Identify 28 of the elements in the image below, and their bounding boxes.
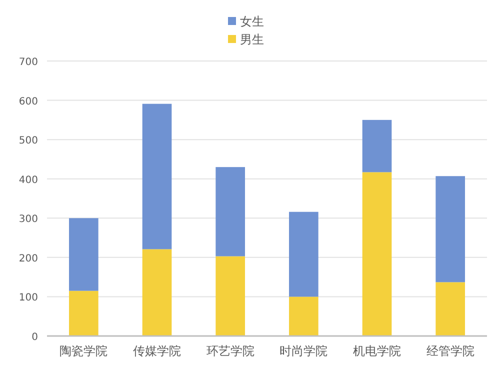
- bar: [436, 176, 465, 282]
- y-tick-label: 700: [18, 57, 38, 68]
- bar: [69, 218, 98, 291]
- y-tick-label: 100: [18, 292, 38, 304]
- bar: [289, 212, 318, 297]
- bar: [362, 120, 392, 172]
- x-tick-label: 经管学院: [426, 344, 474, 358]
- x-tick-label: 时尚学院: [280, 344, 328, 358]
- y-tick-label: 200: [18, 253, 38, 264]
- x-tick-label: 机电学院: [353, 344, 401, 358]
- y-tick-label: 600: [18, 96, 38, 108]
- bar: [142, 249, 172, 336]
- bar: [289, 296, 318, 336]
- bar: [216, 256, 245, 336]
- legend-label: 女生: [240, 14, 264, 28]
- y-tick-label: 0: [32, 332, 38, 343]
- x-tick-label: 传媒学院: [133, 344, 181, 358]
- y-tick-label: 400: [18, 174, 38, 186]
- legend-label: 男生: [240, 32, 264, 46]
- y-tick-label: 300: [18, 214, 38, 226]
- bar: [362, 172, 392, 336]
- y-tick-label: 500: [18, 136, 38, 147]
- x-tick-label: 环艺学院: [206, 344, 254, 358]
- bar: [216, 167, 245, 256]
- bar: [69, 290, 98, 336]
- bar: [142, 104, 172, 250]
- bar: [436, 282, 465, 336]
- x-tick-label: 陶瓷学院: [60, 344, 108, 358]
